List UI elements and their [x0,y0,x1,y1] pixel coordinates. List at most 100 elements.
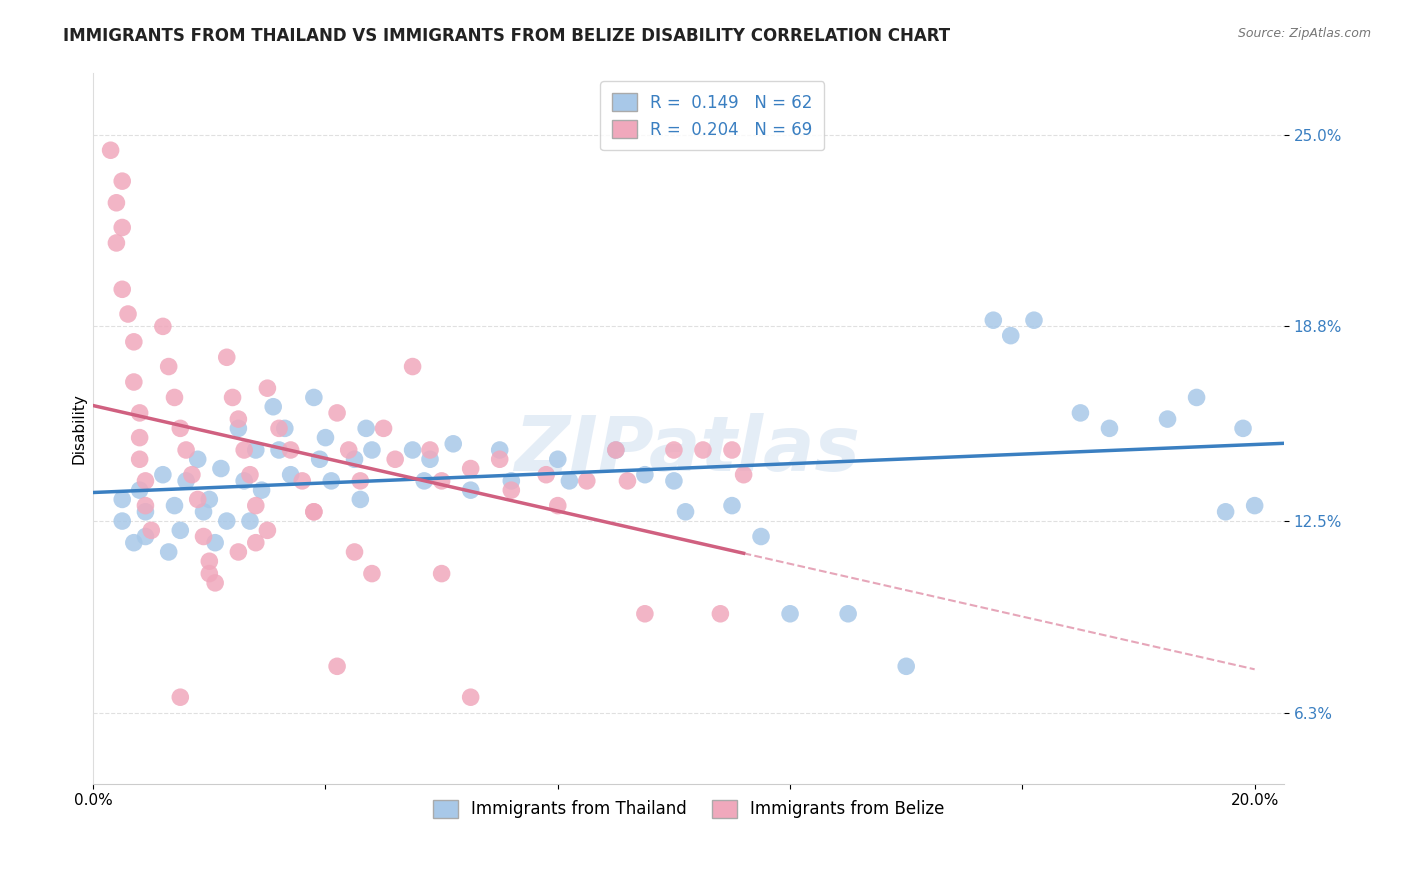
Point [122,334,145,349]
Point [401,442,423,457]
Text: IMMIGRANTS FROM THAILAND VS IMMIGRANTS FROM BELIZE DISABILITY CORRELATION CHART: IMMIGRANTS FROM THAILAND VS IMMIGRANTS F… [63,27,950,45]
Point [721,499,744,513]
Point [384,452,406,467]
Point [1098,421,1121,435]
Point [209,461,232,475]
Point [256,524,278,538]
Point [174,442,197,457]
Point [111,220,134,235]
Point [187,492,209,507]
Point [111,282,134,296]
Point [1243,499,1265,513]
Point [239,514,262,528]
Point [401,359,423,374]
Point [117,307,139,321]
Point [141,524,163,538]
Point [837,607,859,621]
Point [749,529,772,543]
Point [163,499,186,513]
Point [169,690,191,705]
Point [343,545,366,559]
Point [245,442,267,457]
Point [134,505,156,519]
Point [337,442,360,457]
Point [373,421,395,435]
Point [419,442,441,457]
Point [675,505,697,519]
Point [326,406,349,420]
Point [605,442,627,457]
Point [128,452,150,467]
Point [441,437,464,451]
Point [128,431,150,445]
Point [204,535,226,549]
Point [134,474,156,488]
Point [302,505,325,519]
Point [157,359,180,374]
Point [105,195,128,210]
Point [1232,421,1254,435]
Point [204,575,226,590]
Point [105,235,128,250]
Point [692,442,714,457]
Point [361,442,384,457]
Point [501,474,523,488]
Point [779,607,801,621]
Point [419,452,441,467]
Point [128,483,150,498]
Point [733,467,755,482]
Point [488,442,510,457]
Point [721,442,744,457]
Point [1185,391,1208,405]
Point [280,442,302,457]
Point [157,545,180,559]
Point [314,431,336,445]
Point [187,452,209,467]
Point [111,492,134,507]
Point [228,545,250,559]
Point [558,474,581,488]
Point [1215,505,1237,519]
Point [163,391,186,405]
Point [308,452,330,467]
Point [198,492,221,507]
Y-axis label: Disability: Disability [72,392,86,464]
Point [193,505,215,519]
Point [501,483,523,498]
Point [111,514,134,528]
Point [1069,406,1091,420]
Point [193,529,215,543]
Point [896,659,918,673]
Point [634,467,657,482]
Point [460,483,482,498]
Point [152,467,174,482]
Point [221,391,243,405]
Point [343,452,366,467]
Point [180,467,202,482]
Point [460,461,482,475]
Text: Source: ZipAtlas.com: Source: ZipAtlas.com [1237,27,1371,40]
Point [215,351,238,365]
Point [128,406,150,420]
Point [169,421,191,435]
Point [256,381,278,395]
Point [262,400,284,414]
Point [430,566,453,581]
Point [460,690,482,705]
Point [134,529,156,543]
Point [228,412,250,426]
Point [228,421,250,435]
Point [488,452,510,467]
Point [430,474,453,488]
Point [100,143,122,157]
Point [198,566,221,581]
Point [169,524,191,538]
Point [575,474,598,488]
Point [662,442,685,457]
Point [326,659,349,673]
Point [1022,313,1045,327]
Point [1156,412,1178,426]
Point [634,607,657,621]
Point [361,566,384,581]
Point [547,499,569,513]
